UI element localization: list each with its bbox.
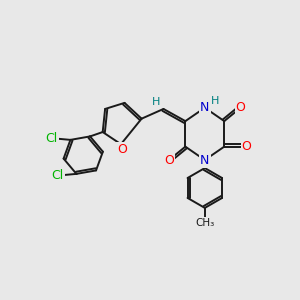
Text: O: O <box>164 154 174 167</box>
Text: Cl: Cl <box>52 169 64 182</box>
Text: H: H <box>211 96 219 106</box>
Text: H: H <box>152 97 160 107</box>
Text: O: O <box>117 143 127 156</box>
Text: N: N <box>200 101 209 114</box>
Text: CH₃: CH₃ <box>195 218 214 227</box>
Text: O: O <box>242 140 252 153</box>
Text: N: N <box>200 154 209 166</box>
Text: O: O <box>236 101 245 114</box>
Text: Cl: Cl <box>46 132 58 145</box>
